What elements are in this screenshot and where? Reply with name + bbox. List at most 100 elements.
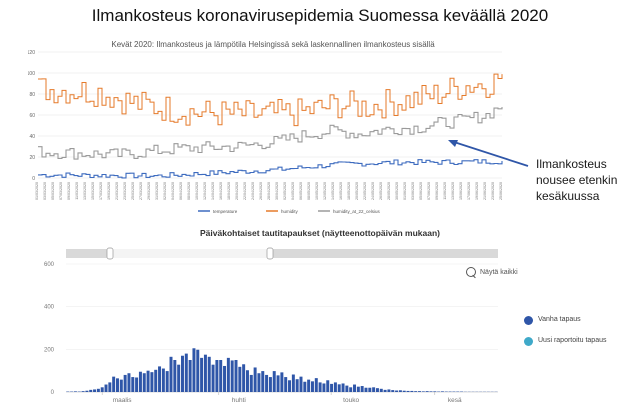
x-tick-label: 14/05/2020 xyxy=(331,182,335,200)
bar xyxy=(368,388,371,392)
bar xyxy=(372,387,375,392)
x-tick-label: 25/03/2020 xyxy=(131,182,135,200)
x-tick-label: 30/05/2020 xyxy=(395,182,399,200)
legend-label-new: Uusi raportoitu tapaus xyxy=(538,337,606,344)
x-tick-label: 04/04/2020 xyxy=(171,182,175,200)
x-tick-label: 01/03/2020 xyxy=(35,182,39,200)
y-tick-label: 20 xyxy=(29,155,35,161)
x-tick-label: 22/05/2020 xyxy=(363,182,367,200)
bar xyxy=(162,369,165,392)
bar xyxy=(342,383,345,392)
bar xyxy=(170,357,173,392)
bar xyxy=(280,372,283,392)
x-tick-label: 23/03/2020 xyxy=(123,182,127,200)
x-tick-label: 12/05/2020 xyxy=(323,182,327,200)
bar xyxy=(254,367,257,392)
bar xyxy=(147,371,150,392)
x-tick-label: 27/03/2020 xyxy=(139,182,143,200)
bar xyxy=(273,371,276,392)
bar xyxy=(246,370,249,392)
weather-chart-title: Kevät 2020: Ilmankosteus ja lämpötila He… xyxy=(28,40,518,49)
bar xyxy=(112,377,115,392)
bar xyxy=(89,390,92,392)
x-tick-label: 16/04/2020 xyxy=(219,182,223,200)
bar xyxy=(177,365,180,392)
bar xyxy=(139,372,142,392)
bar xyxy=(349,387,352,392)
bar xyxy=(288,380,291,392)
bar xyxy=(204,355,207,392)
x-tick-label: 14/04/2020 xyxy=(211,182,215,200)
bar xyxy=(200,358,203,392)
bar xyxy=(319,382,322,392)
bar xyxy=(300,377,303,392)
x-tick-label: 28/05/2020 xyxy=(387,182,391,200)
bar xyxy=(357,387,360,392)
bar xyxy=(93,389,96,392)
bar xyxy=(135,377,138,392)
bar xyxy=(429,391,432,392)
x-tick-label: 19/03/2020 xyxy=(107,182,111,200)
bar xyxy=(101,387,104,392)
bar xyxy=(269,377,272,392)
bar xyxy=(154,370,157,392)
legend-swatch-old xyxy=(524,316,533,325)
bar xyxy=(441,391,444,392)
x-tick-label: 26/04/2020 xyxy=(259,182,263,200)
x-tick-label: 10/05/2020 xyxy=(315,182,319,200)
x-tick-label: 20/04/2020 xyxy=(235,182,239,200)
bar xyxy=(296,379,299,392)
y-tick-label: 120 xyxy=(28,50,35,56)
x-tick-label: 05/03/2020 xyxy=(51,182,55,200)
bar xyxy=(395,391,398,392)
bar xyxy=(97,389,100,392)
bar xyxy=(384,390,387,392)
x-tick-label: 07/06/2020 xyxy=(427,182,431,200)
y-tick-label: 80 xyxy=(29,92,35,98)
bar xyxy=(127,373,130,392)
x-tick-label: 02/05/2020 xyxy=(283,182,287,200)
bar xyxy=(185,354,188,392)
x-tick-label: 15/03/2020 xyxy=(91,182,95,200)
bar xyxy=(345,386,348,392)
bar xyxy=(108,382,111,392)
bar xyxy=(303,382,306,392)
cases-legend: Vanha tapaus Uusi raportoitu tapaus xyxy=(524,316,634,358)
bar xyxy=(265,375,268,392)
legend-item-old[interactable]: Vanha tapaus xyxy=(524,316,634,325)
legend-label-old: Vanha tapaus xyxy=(538,316,581,323)
bar xyxy=(410,391,413,392)
bar xyxy=(311,381,314,392)
y-tick-label: 0 xyxy=(32,176,35,182)
month-label: touko xyxy=(343,397,359,404)
bar xyxy=(116,378,119,392)
x-tick-label: 11/03/2020 xyxy=(75,182,79,200)
annotation-text: Ilmankosteus nousee etenkin kesäkuussa xyxy=(536,156,640,204)
bar xyxy=(257,373,260,392)
x-tick-label: 09/06/2020 xyxy=(435,182,439,200)
x-tick-label: 18/05/2020 xyxy=(347,182,351,200)
bar xyxy=(219,360,222,392)
month-label: maalis xyxy=(113,397,133,404)
x-tick-label: 18/04/2020 xyxy=(227,182,231,200)
zoom-control[interactable]: Näytä kaikki xyxy=(466,267,518,277)
bar xyxy=(399,390,402,392)
bar xyxy=(166,371,169,392)
bar xyxy=(250,375,253,392)
bar xyxy=(235,360,238,392)
bar xyxy=(414,391,417,392)
legend-item-new[interactable]: Uusi raportoitu tapaus xyxy=(524,337,634,346)
bar xyxy=(143,373,146,392)
bar xyxy=(192,348,195,392)
x-tick-label: 03/06/2020 xyxy=(411,182,415,200)
x-tick-label: 26/05/2020 xyxy=(379,182,383,200)
x-tick-label: 02/04/2020 xyxy=(163,182,167,200)
bar xyxy=(422,391,425,392)
bar xyxy=(189,360,192,392)
bar xyxy=(426,391,429,392)
bar xyxy=(215,360,218,392)
zoom-out-icon xyxy=(466,267,476,277)
bar xyxy=(238,367,241,392)
